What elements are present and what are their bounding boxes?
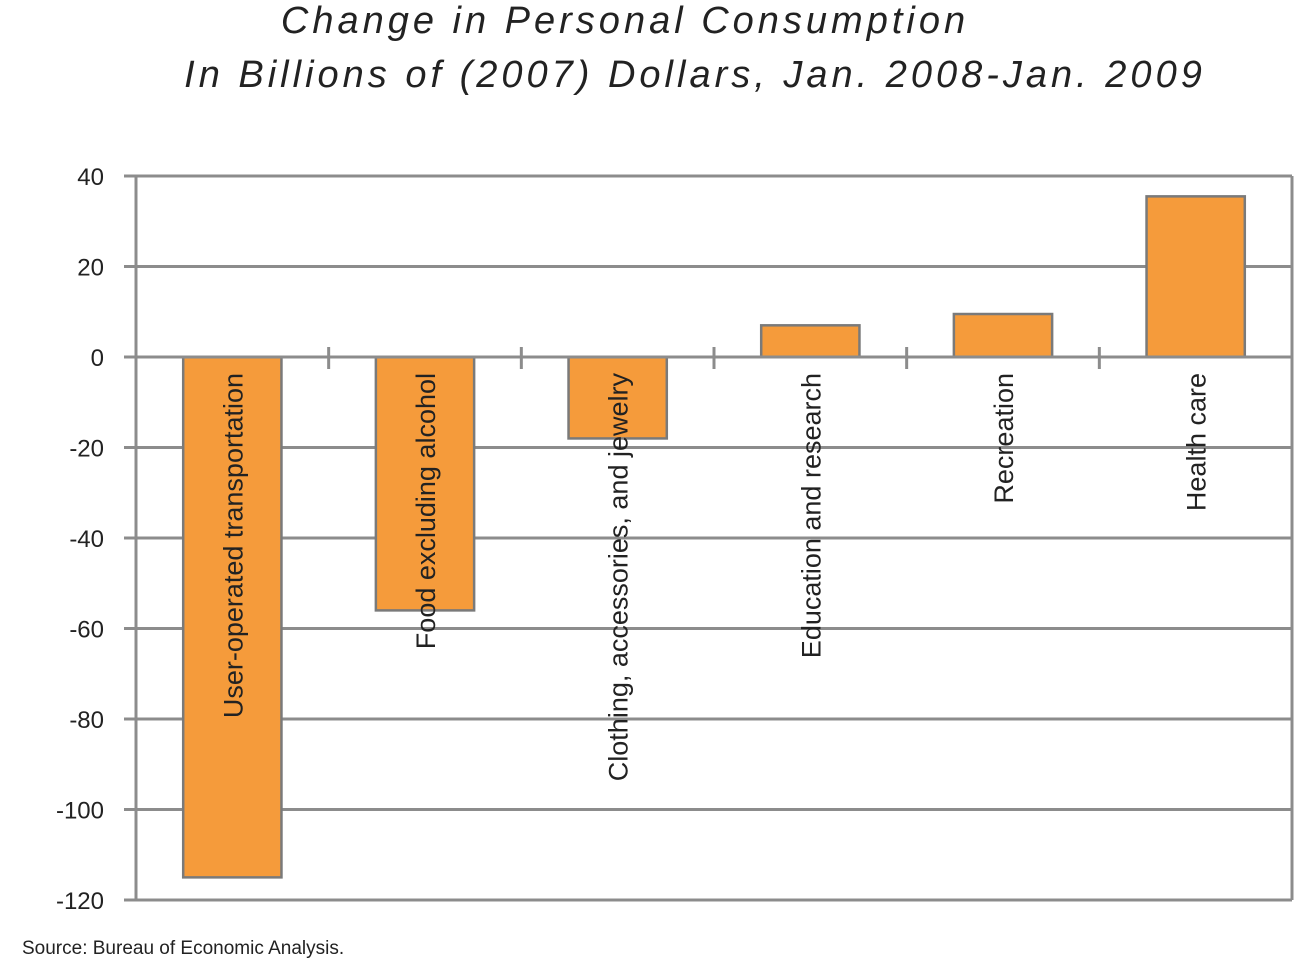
y-tick-label: -60 — [69, 617, 104, 644]
y-tick-label: -100 — [56, 798, 104, 825]
bar — [374, 355, 476, 612]
y-tick-label: 40 — [77, 164, 104, 191]
y-tick-label: -40 — [69, 526, 104, 553]
y-tick-label: -20 — [69, 436, 104, 463]
x-category-label: Health care — [1182, 373, 1212, 511]
chart-title-line-2: In Billions of (2007) Dollars, Jan. 2008… — [184, 54, 1206, 96]
bar — [567, 355, 669, 440]
bar — [952, 312, 1054, 359]
x-category-label: Recreation — [989, 373, 1019, 504]
bar — [181, 355, 283, 879]
chart-title-line-1: Change in Personal Consumption — [280, 0, 970, 42]
source-note: Source: Bureau of Economic Analysis. — [22, 938, 345, 959]
x-category-label: Education and research — [796, 373, 826, 658]
bar — [1145, 195, 1247, 359]
y-tick-label: -80 — [69, 707, 104, 734]
x-category-label: User-operated transportation — [218, 373, 248, 718]
x-category-label: Clothing, accessories, and jewelry — [604, 373, 634, 782]
bar — [759, 324, 861, 359]
x-category-label: Food excluding alcohol — [411, 373, 441, 649]
y-tick-label: 20 — [77, 255, 104, 282]
y-tick-label: 0 — [91, 345, 104, 372]
y-tick-label: -120 — [56, 888, 104, 915]
